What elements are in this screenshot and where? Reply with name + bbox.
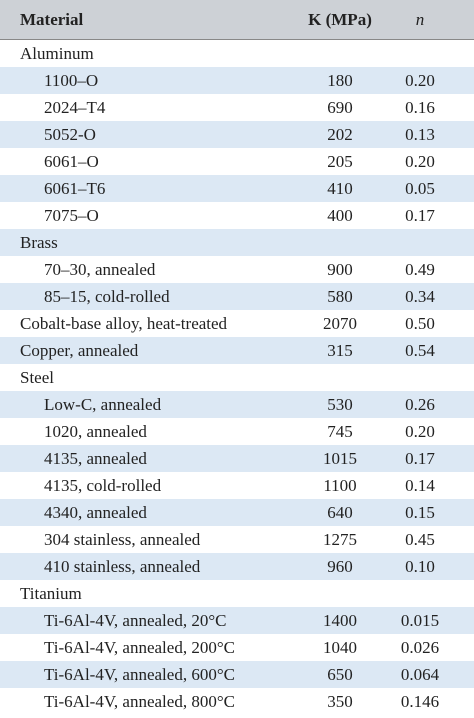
n-cell: 0.17 xyxy=(405,449,435,468)
n-cell: 0.20 xyxy=(405,152,435,171)
k-cell: 960 xyxy=(327,557,353,576)
n-cell: 0.16 xyxy=(405,98,435,117)
material-cell: 4135, cold-rolled xyxy=(44,476,162,495)
table-row: Ti-6Al-4V, annealed, 200°C 1040 0.026 xyxy=(0,634,474,661)
material-cell: Low-C, annealed xyxy=(44,395,162,414)
n-cell: 0.34 xyxy=(405,287,435,306)
material-cell: 6061–T6 xyxy=(44,179,106,198)
material-cell: 6061–O xyxy=(44,152,99,171)
k-cell: 745 xyxy=(327,422,353,441)
k-cell: 315 xyxy=(327,341,353,360)
n-cell: 0.026 xyxy=(400,638,440,657)
table-row: 4135, cold-rolled 1100 0.14 xyxy=(0,472,474,499)
n-cell: 0.14 xyxy=(405,476,435,495)
material-cell: 85–15, cold-rolled xyxy=(44,287,170,306)
n-cell: 0.45 xyxy=(405,530,435,549)
table-row: 1100–O 180 0.20 xyxy=(0,67,474,94)
table-row: Ti-6Al-4V, annealed, 800°C 350 0.146 xyxy=(0,688,474,715)
table-row: 4135, annealed 1015 0.17 xyxy=(0,445,474,472)
table-row: 410 stainless, annealed 960 0.10 xyxy=(0,553,474,580)
material-cell: 70–30, annealed xyxy=(44,260,156,279)
k-cell: 350 xyxy=(327,692,353,711)
material-cell: Brass xyxy=(20,233,58,252)
k-cell: 400 xyxy=(327,206,353,225)
n-cell: 0.146 xyxy=(400,692,440,711)
k-cell: 180 xyxy=(327,71,353,90)
material-cell: Cobalt-base alloy, heat-treated xyxy=(20,314,228,333)
table-header: Material K (MPa) n xyxy=(0,0,474,40)
table-row: 1020, annealed 745 0.20 xyxy=(0,418,474,445)
material-cell: Steel xyxy=(20,368,54,387)
table-row: Aluminum xyxy=(0,40,474,67)
k-cell: 202 xyxy=(327,125,353,144)
k-cell: 580 xyxy=(327,287,353,306)
table-row: 7075–O 400 0.17 xyxy=(0,202,474,229)
table-row: Ti-6Al-4V, annealed, 600°C 650 0.064 xyxy=(0,661,474,688)
n-cell: 0.17 xyxy=(405,206,435,225)
material-cell: 2024–T4 xyxy=(44,98,106,117)
k-cell: 1400 xyxy=(323,611,357,630)
k-cell: 410 xyxy=(327,179,353,198)
n-cell: 0.50 xyxy=(405,314,435,333)
table-row: 5052-O 202 0.13 xyxy=(0,121,474,148)
table-row: Steel xyxy=(0,364,474,391)
n-cell: 0.20 xyxy=(405,422,435,441)
material-cell: Aluminum xyxy=(20,44,94,63)
material-cell: Ti-6Al-4V, annealed, 200°C xyxy=(44,638,235,657)
n-cell: 0.13 xyxy=(405,125,435,144)
material-cell: 7075–O xyxy=(44,206,99,225)
table-row: 85–15, cold-rolled 580 0.34 xyxy=(0,283,474,310)
n-cell: 0.49 xyxy=(405,260,435,279)
n-cell: 0.20 xyxy=(405,71,435,90)
header-cell: Material xyxy=(20,10,84,29)
n-cell: 0.26 xyxy=(405,395,435,414)
k-cell: 530 xyxy=(327,395,353,414)
material-cell: Titanium xyxy=(20,584,82,603)
n-cell: 0.54 xyxy=(405,341,435,360)
k-cell: 690 xyxy=(327,98,353,117)
table-row: Low-C, annealed 530 0.26 xyxy=(0,391,474,418)
material-cell: 5052-O xyxy=(44,125,96,144)
k-cell: 640 xyxy=(327,503,353,522)
k-cell: 1015 xyxy=(323,449,357,468)
k-cell: 2070 xyxy=(323,314,357,333)
table-row: Brass xyxy=(0,229,474,256)
n-cell: 0.15 xyxy=(405,503,435,522)
material-cell: 1020, annealed xyxy=(44,422,147,441)
n-cell: 0.10 xyxy=(405,557,435,576)
n-cell: 0.064 xyxy=(400,665,440,684)
k-cell: 1040 xyxy=(323,638,357,657)
material-cell: 4340, annealed xyxy=(44,503,147,522)
material-cell: 410 stainless, annealed xyxy=(44,557,201,576)
k-cell: 650 xyxy=(327,665,353,684)
k-cell: 900 xyxy=(327,260,353,279)
material-cell: 1100–O xyxy=(44,71,99,90)
table-row: Copper, annealed 315 0.54 xyxy=(0,337,474,364)
material-cell: 4135, annealed xyxy=(44,449,147,468)
n-cell: 0.05 xyxy=(405,179,435,198)
material-cell: 304 stainless, annealed xyxy=(44,530,201,549)
header-cell: n xyxy=(415,10,425,29)
table-row: 70–30, annealed 900 0.49 xyxy=(0,256,474,283)
table-row: 4340, annealed 640 0.15 xyxy=(0,499,474,526)
k-cell: 205 xyxy=(327,152,353,171)
material-cell: Copper, annealed xyxy=(20,341,139,360)
table-row: 2024–T4 690 0.16 xyxy=(0,94,474,121)
n-cell: 0.015 xyxy=(400,611,440,630)
k-cell: 1100 xyxy=(323,476,357,495)
table-row: 6061–T6 410 0.05 xyxy=(0,175,474,202)
material-cell: Ti-6Al-4V, annealed, 800°C xyxy=(44,692,235,711)
table-row: 304 stainless, annealed 1275 0.45 xyxy=(0,526,474,553)
table-row: Cobalt-base alloy, heat-treated 2070 0.50 xyxy=(0,310,474,337)
table-row: 6061–O 205 0.20 xyxy=(0,148,474,175)
header-cell: K (MPa) xyxy=(308,10,372,29)
material-cell: Ti-6Al-4V, annealed, 20°C xyxy=(44,611,227,630)
table-row: Titanium xyxy=(0,580,474,607)
material-cell: Ti-6Al-4V, annealed, 600°C xyxy=(44,665,235,684)
table-row: Ti-6Al-4V, annealed, 20°C 1400 0.015 xyxy=(0,607,474,634)
k-cell: 1275 xyxy=(323,530,357,549)
